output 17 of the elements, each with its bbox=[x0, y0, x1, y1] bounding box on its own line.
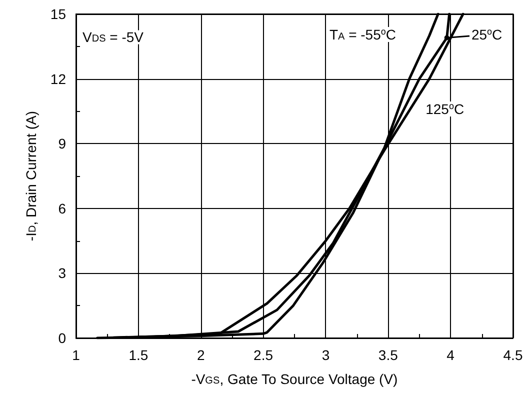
x-axis-title: -VGS, Gate To Source Voltage (V) bbox=[191, 371, 398, 387]
x-tick-label: 3 bbox=[322, 347, 330, 363]
x-tick-label: 4.5 bbox=[503, 347, 523, 363]
annotation: VDS = -5V bbox=[82, 29, 144, 46]
y-tick-label: 15 bbox=[50, 6, 66, 22]
y-tick-label: 6 bbox=[58, 200, 66, 216]
x-tick-label: 3.5 bbox=[378, 347, 398, 363]
x-tick-label: 1.5 bbox=[128, 347, 148, 363]
x-tick-label: 2.5 bbox=[254, 347, 274, 363]
y-tick-label: 12 bbox=[50, 70, 66, 87]
x-tick-label: 2 bbox=[196, 347, 205, 363]
x-tick-label: 1 bbox=[72, 347, 80, 363]
y-tick-label: 3 bbox=[58, 265, 66, 282]
y-tick-label: 0 bbox=[58, 330, 66, 346]
y-axis-title: -ID, Drain Current (A) bbox=[23, 110, 39, 242]
y-tick-label: 9 bbox=[58, 136, 66, 152]
x-tick-label: 4 bbox=[446, 347, 455, 363]
